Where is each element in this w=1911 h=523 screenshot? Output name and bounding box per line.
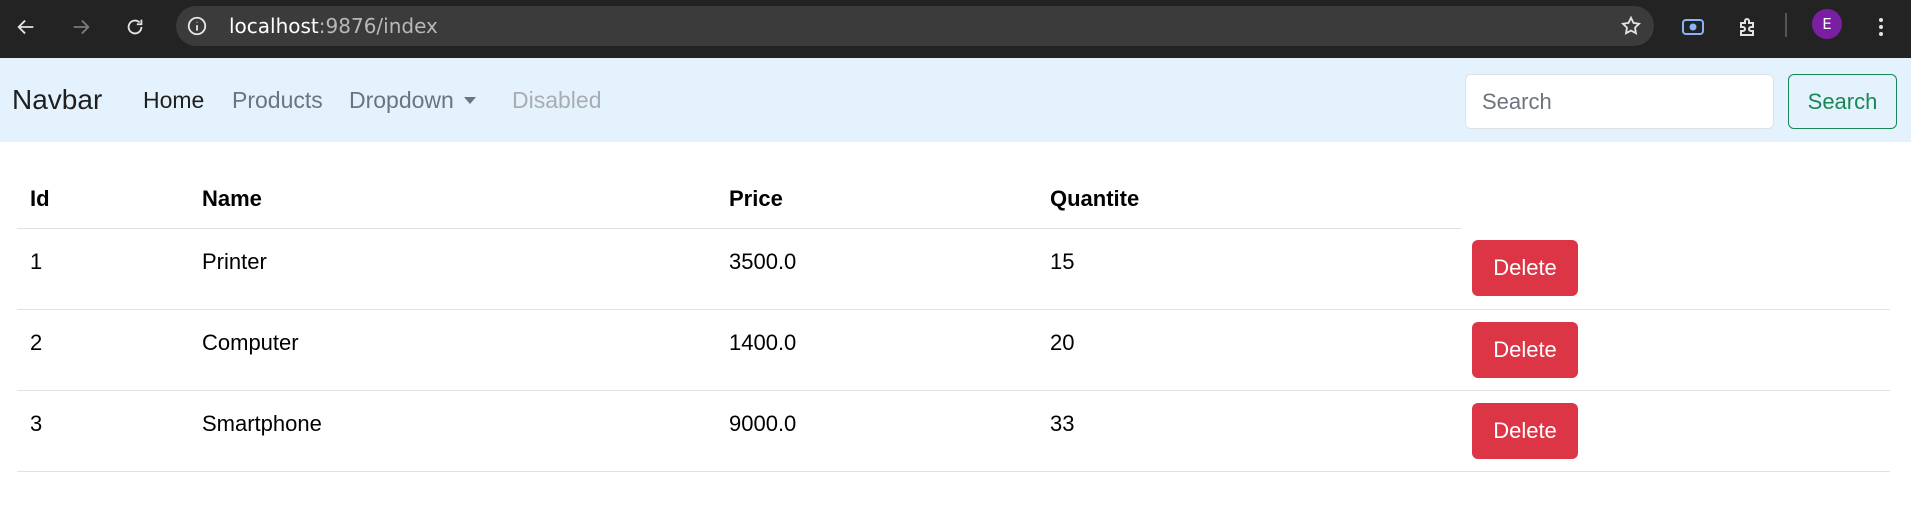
nav-dropdown-label: Dropdown bbox=[349, 87, 454, 113]
nav-dropdown-toggle[interactable]: Dropdown bbox=[349, 58, 476, 142]
nav-link-disabled: Disabled bbox=[512, 87, 602, 113]
cell-id: 3 bbox=[17, 390, 189, 472]
forward-icon[interactable] bbox=[61, 7, 101, 47]
app-navbar: Navbar Home Products Dropdown Disabled S… bbox=[0, 58, 1911, 142]
cell-id: 2 bbox=[17, 309, 189, 391]
nav-link-products[interactable]: Products bbox=[232, 87, 323, 113]
cell-name: Printer bbox=[189, 228, 716, 310]
products-table-container: Id Name Price Quantite 1 Printer 3500.0 … bbox=[17, 170, 1890, 472]
table-row: 2 Computer 1400.0 20 Delete bbox=[17, 309, 1890, 391]
column-header-name: Name bbox=[189, 170, 716, 229]
bookmark-star-icon[interactable] bbox=[1620, 15, 1642, 37]
column-header-price: Price bbox=[716, 170, 1037, 229]
column-header-quantite: Quantite bbox=[1037, 170, 1461, 229]
products-table: Id Name Price Quantite 1 Printer 3500.0 … bbox=[17, 170, 1890, 472]
site-info-icon[interactable] bbox=[186, 15, 208, 37]
cell-name: Smartphone bbox=[189, 390, 716, 472]
chevron-down-icon bbox=[463, 96, 476, 104]
navbar-brand[interactable]: Navbar bbox=[12, 84, 103, 115]
more-menu-icon[interactable] bbox=[1862, 8, 1900, 46]
extensions-icon[interactable] bbox=[1729, 8, 1767, 46]
cell-id: 1 bbox=[17, 228, 189, 310]
table-header-row: Id Name Price Quantite bbox=[17, 170, 1890, 229]
address-bar[interactable]: localhost:9876/index bbox=[176, 6, 1654, 46]
column-header-id: Id bbox=[17, 170, 189, 229]
browser-toolbar: localhost:9876/index E bbox=[0, 0, 1911, 58]
cell-quantite: 15 bbox=[1037, 228, 1461, 310]
back-icon[interactable] bbox=[6, 7, 46, 47]
delete-button[interactable]: Delete bbox=[1472, 321, 1578, 378]
cell-quantite: 20 bbox=[1037, 309, 1461, 391]
delete-button[interactable]: Delete bbox=[1472, 402, 1578, 459]
reload-icon[interactable] bbox=[115, 7, 155, 47]
cell-price: 3500.0 bbox=[716, 228, 1037, 310]
cell-action: Delete bbox=[1461, 228, 1890, 310]
screen-capture-icon[interactable] bbox=[1674, 8, 1712, 46]
url-text: localhost:9876/index bbox=[229, 14, 438, 38]
cell-action: Delete bbox=[1461, 309, 1890, 391]
column-header-actions bbox=[1461, 170, 1890, 228]
nav-link-home[interactable]: Home bbox=[143, 87, 205, 113]
search-button[interactable]: Search bbox=[1788, 74, 1897, 129]
table-row: 3 Smartphone 9000.0 33 Delete bbox=[17, 390, 1890, 472]
delete-button[interactable]: Delete bbox=[1472, 240, 1578, 297]
cell-price: 1400.0 bbox=[716, 309, 1037, 391]
toolbar-divider bbox=[1785, 13, 1787, 37]
cell-quantite: 33 bbox=[1037, 390, 1461, 472]
profile-avatar[interactable]: E bbox=[1812, 9, 1842, 39]
cell-name: Computer bbox=[189, 309, 716, 391]
table-row: 1 Printer 3500.0 15 Delete bbox=[17, 228, 1890, 310]
search-input[interactable] bbox=[1465, 74, 1774, 129]
cell-action: Delete bbox=[1461, 390, 1890, 472]
cell-price: 9000.0 bbox=[716, 390, 1037, 472]
